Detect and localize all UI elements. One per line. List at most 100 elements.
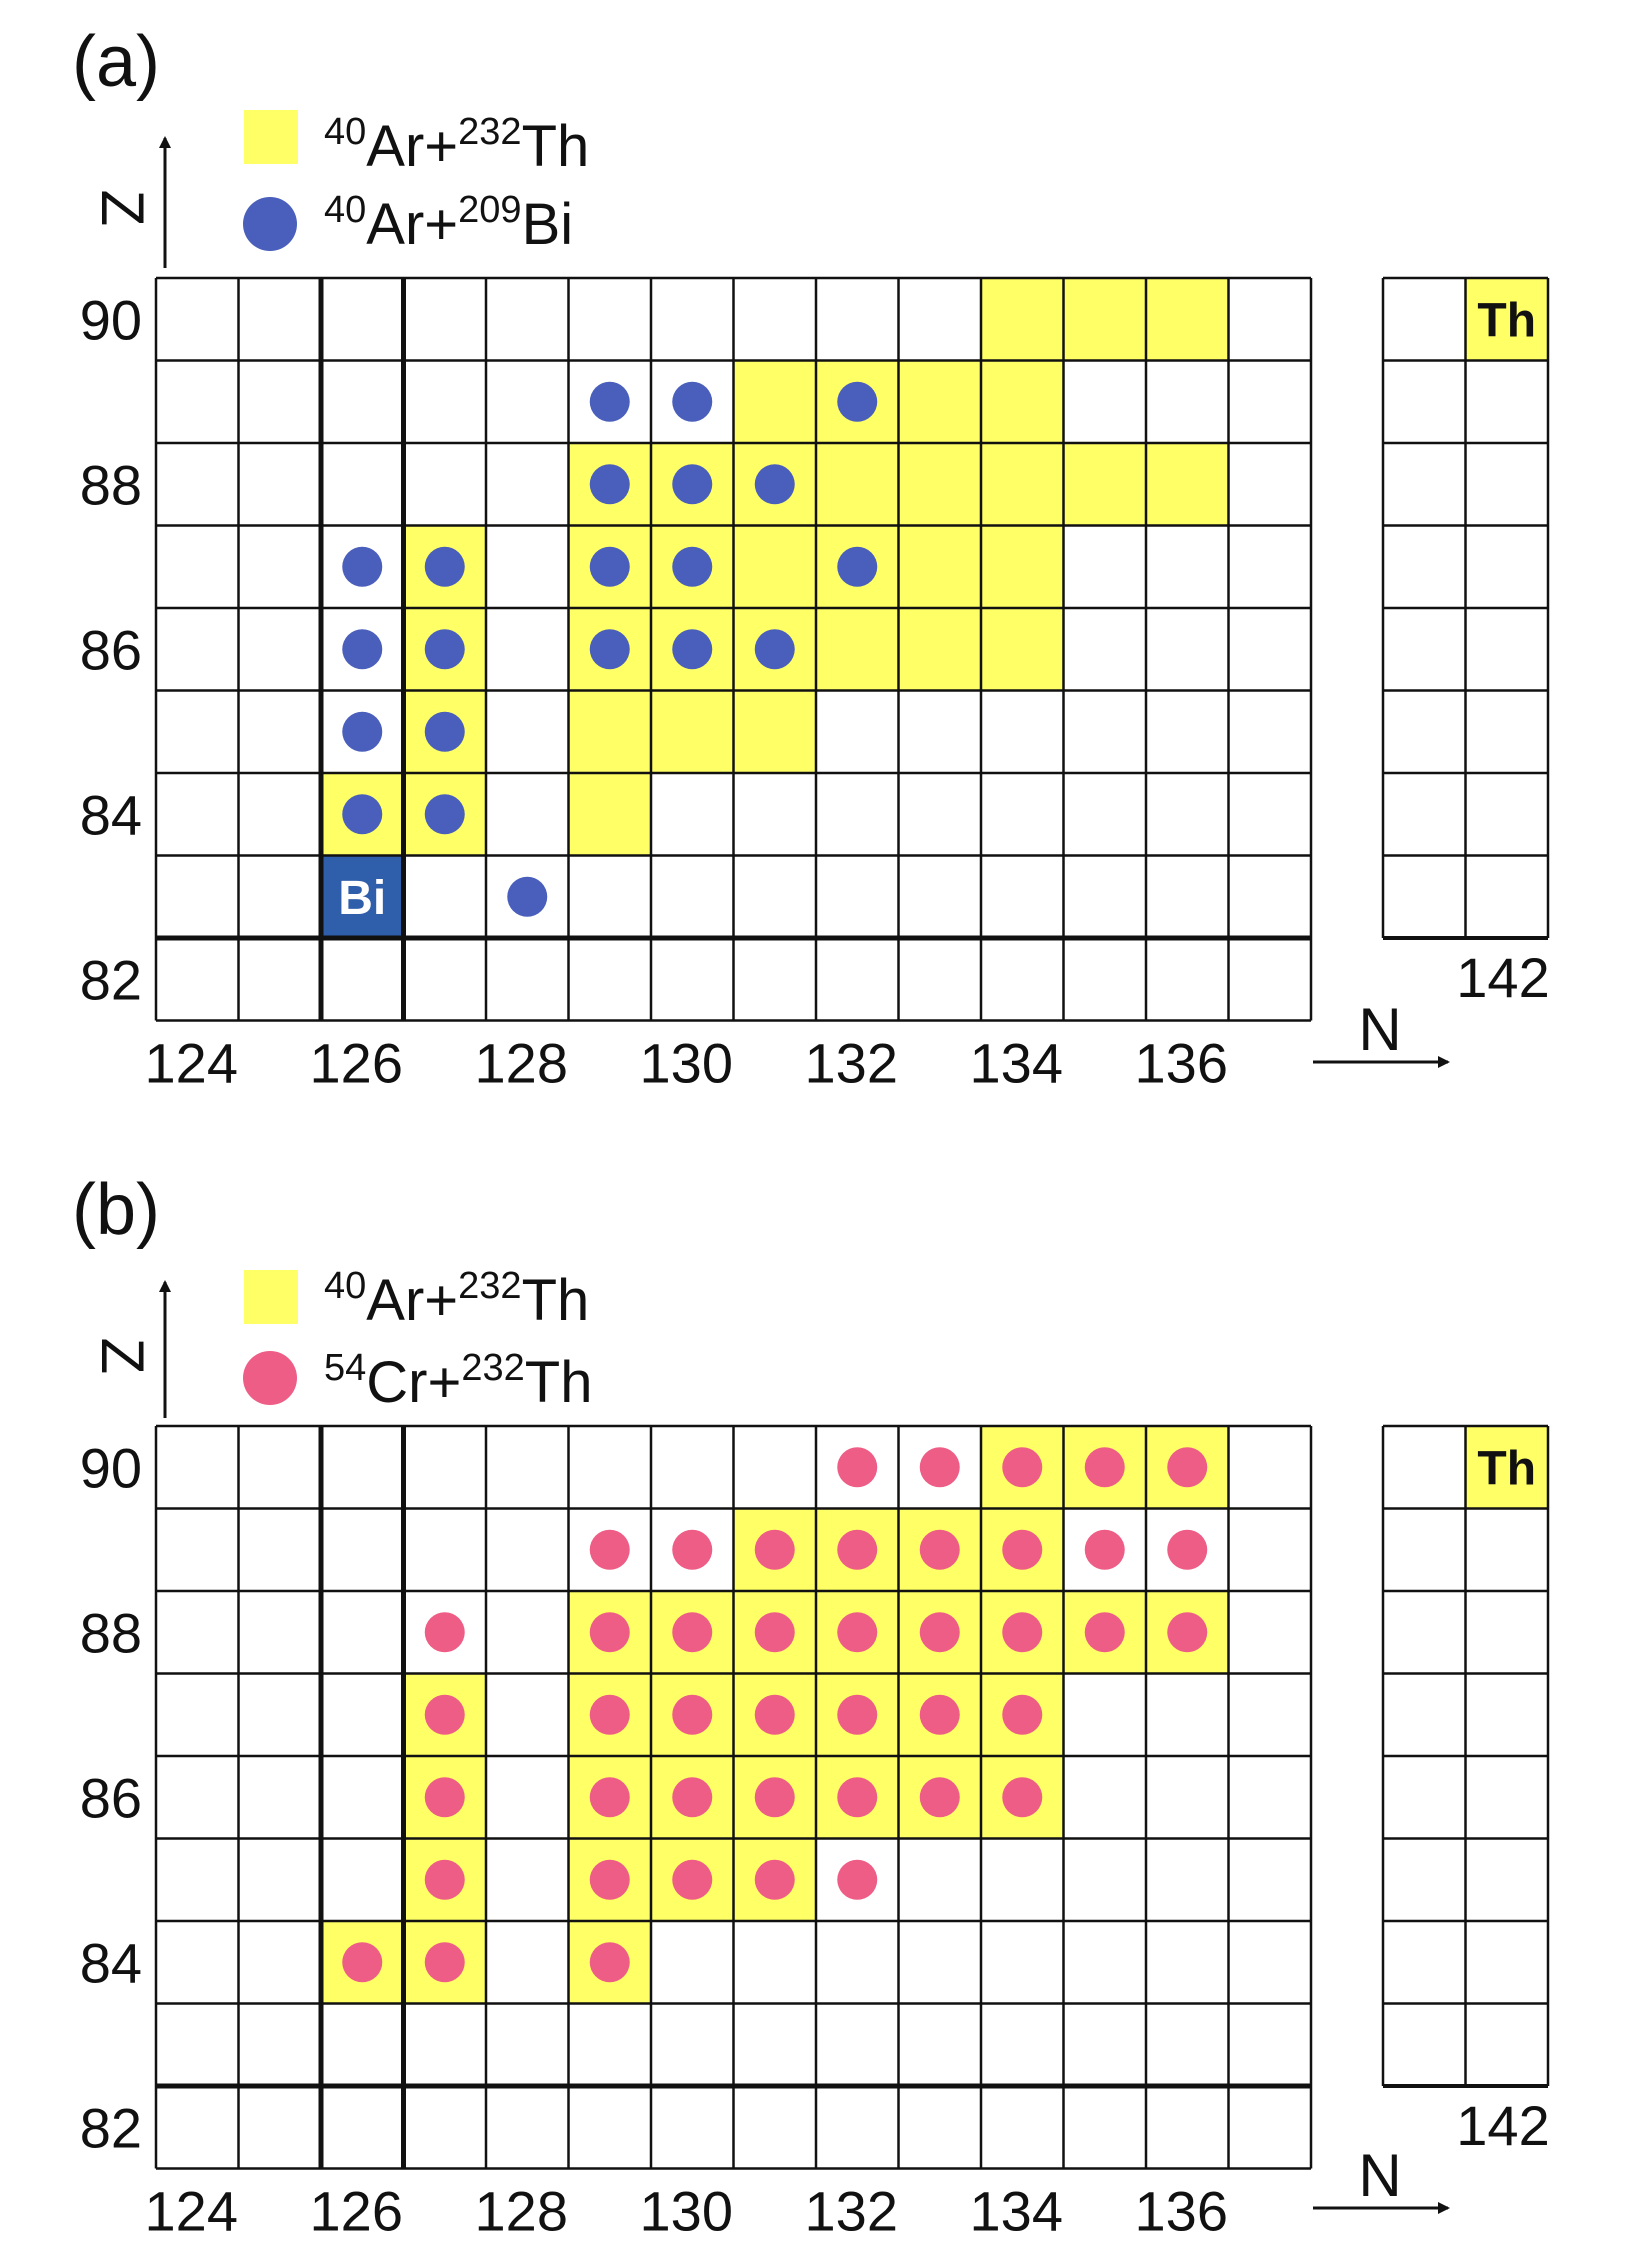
isotope-dot-n127-z84 (424, 794, 465, 835)
isotope-dot-n131-z89 (754, 1529, 795, 1570)
n-tick-label: 126 (310, 2180, 403, 2243)
isotope-dot-n132-z89 (837, 1529, 878, 1570)
isotope-dot-n132-z90 (837, 1447, 878, 1488)
legend-entry-ar-th: 40Ar+232Th (324, 1265, 589, 1333)
n-axis-label: N (1358, 996, 1401, 1063)
yellow-cell-n134-z87 (981, 525, 1064, 608)
isotope-dot-n127-z85 (424, 1859, 465, 1900)
panel-b-grid (154, 1424, 1313, 2170)
panel-b-n-ticks: 124 126 128 130 132 134 136 (145, 2180, 1228, 2243)
isotope-dot-n130-z87 (672, 1694, 713, 1735)
isotope-dot-n127-z87 (424, 1694, 465, 1735)
z-tick-label: 86 (80, 1766, 142, 1829)
panel-b-inset-grid: Th (1381, 1424, 1550, 2088)
isotope-dot-n131-z87 (754, 1694, 795, 1735)
isotope-dot-n130-z86 (672, 629, 713, 670)
isotope-dot-n134-z86 (1002, 1777, 1043, 1818)
isotope-dot-n136-z89 (1167, 1529, 1208, 1570)
isotope-dot-n127-z86 (424, 1777, 465, 1818)
panel-a-n-ticks: 124 126 128 130 132 134 136 (145, 1032, 1228, 1095)
n-axis-label: N (1358, 2142, 1401, 2209)
z-tick-label: 82 (80, 2096, 142, 2159)
yellow-cell-n134-z88 (981, 443, 1064, 526)
isotope-dot-n130-z86 (672, 1777, 713, 1818)
isotope-dot-n126-z86 (342, 629, 383, 670)
isotope-dot-n129-z85 (589, 1859, 630, 1900)
isotope-dot-n130-z89 (672, 381, 713, 422)
isotope-dot-n135-z89 (1084, 1529, 1125, 1570)
yellow-cell-n130-z85 (651, 690, 734, 773)
legend-yellow-square-icon (244, 1270, 298, 1324)
z-tick-label: 90 (80, 1436, 142, 1499)
isotope-dot-n132-z87 (837, 1694, 878, 1735)
n-tick-label: 124 (145, 2180, 238, 2243)
isotope-dot-n127-z87 (424, 546, 465, 587)
panel-a-label: (a) (72, 22, 160, 102)
isotope-dot-n129-z84 (589, 1942, 630, 1983)
panel-b-z-ticks: 82 84 86 88 90 (80, 1436, 142, 2159)
yellow-cell-n135-z90 (1063, 278, 1146, 361)
yellow-cell-n129-z85 (568, 690, 651, 773)
yellow-cell-n131-z87 (733, 525, 816, 608)
panel-a-dots (342, 381, 878, 917)
n-tick-label: 132 (805, 1032, 898, 1095)
isotope-dot-n129-z87 (589, 546, 630, 587)
isotope-dot-n133-z88 (919, 1612, 960, 1653)
isotope-dot-n129-z88 (589, 464, 630, 505)
isotope-dot-n130-z88 (672, 1612, 713, 1653)
bi-target-cell (321, 855, 404, 938)
yellow-cell-n131-z85 (733, 690, 816, 773)
th-inset-cell (1465, 1426, 1548, 1509)
yellow-cell-n133-z86 (898, 608, 981, 691)
panel-a-z-ticks: 82 84 86 88 90 (80, 288, 142, 1011)
yellow-cell-n134-z90 (981, 278, 1064, 361)
z-tick-label: 84 (80, 1931, 142, 1994)
isotope-dot-n131-z88 (754, 1612, 795, 1653)
panel-a-cells: Bi (321, 278, 1229, 938)
n-tick-label: 126 (310, 1032, 403, 1095)
n-tick-label: 132 (805, 2180, 898, 2243)
isotope-dot-n132-z85 (837, 1859, 878, 1900)
isotope-dot-n130-z89 (672, 1529, 713, 1570)
z-tick-label: 90 (80, 288, 142, 351)
legend-entry-ar-bi: 40Ar+209Bi (324, 189, 573, 257)
isotope-dot-n128-z83 (507, 876, 548, 917)
yellow-cell-n133-z87 (898, 525, 981, 608)
isotope-dot-n129-z86 (589, 629, 630, 670)
isotope-dot-n133-z89 (919, 1529, 960, 1570)
n-tick-label: 128 (475, 2180, 568, 2243)
isotope-dot-n129-z88 (589, 1612, 630, 1653)
isotope-dot-n131-z88 (754, 464, 795, 505)
isotope-dot-n130-z88 (672, 464, 713, 505)
bi-target-label: Bi (338, 872, 386, 925)
isotope-dot-n126-z87 (342, 546, 383, 587)
th-inset-label: Th (1477, 294, 1536, 347)
isotope-dot-n131-z86 (754, 629, 795, 670)
panel-a: (a) 40Ar+232Th 40Ar+209Bi Z Bi Th 82 84 86… (72, 22, 1550, 1095)
panel-a-grid (154, 276, 1313, 1022)
isotope-dot-n129-z86 (589, 1777, 630, 1818)
isotope-dot-n130-z87 (672, 546, 713, 587)
yellow-cell-n134-z89 (981, 360, 1064, 443)
isotope-dot-n126-z85 (342, 711, 383, 752)
yellow-cell-n129-z84 (568, 773, 651, 856)
legend-blue-circle-icon (243, 197, 297, 251)
n-tick-label: 130 (640, 2180, 733, 2243)
yellow-cell-n136-z90 (1146, 278, 1229, 361)
isotope-dot-n132-z88 (837, 1612, 878, 1653)
isotope-dot-n133-z90 (919, 1447, 960, 1488)
yellow-cell-n136-z88 (1146, 443, 1229, 526)
isotope-dot-n134-z88 (1002, 1612, 1043, 1653)
z-tick-label: 88 (80, 1601, 142, 1664)
isotope-dot-n134-z89 (1002, 1529, 1043, 1570)
z-axis-label: Z (89, 190, 156, 227)
isotope-dot-n133-z86 (919, 1777, 960, 1818)
n-tick-label: 128 (475, 1032, 568, 1095)
z-tick-label: 82 (80, 948, 142, 1011)
isotope-dot-n132-z87 (837, 546, 878, 587)
isotope-dot-n129-z87 (589, 1694, 630, 1735)
isotope-dot-n130-z85 (672, 1859, 713, 1900)
inset-n-tick: 142 (1456, 946, 1549, 1009)
isotope-dot-n134-z87 (1002, 1694, 1043, 1735)
